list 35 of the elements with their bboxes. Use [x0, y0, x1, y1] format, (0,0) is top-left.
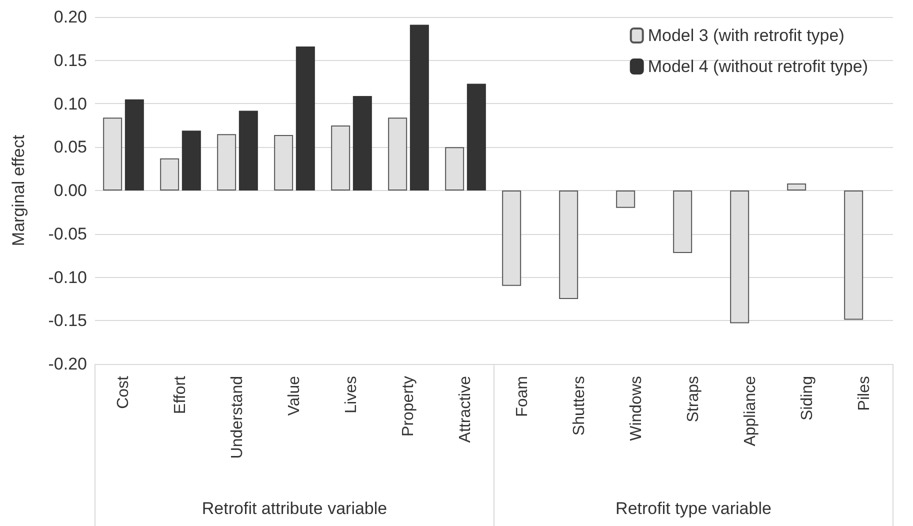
bar [466, 84, 486, 190]
x-tick-label: Understand [229, 376, 246, 459]
legend-label: Model 4 (without retrofit type) [648, 57, 868, 76]
x-tick-label: Shutters [571, 376, 588, 436]
bar [410, 24, 429, 190]
x-tick-label: Windows [628, 376, 645, 441]
y-tick-label: 0.00 [54, 181, 87, 200]
y-tick-label: -0.05 [48, 224, 87, 244]
x-tick-label: Attractive [457, 376, 474, 443]
x-tick-label: Lives [343, 376, 360, 414]
x-tick-label: Straps [685, 376, 702, 422]
x-tick-label: Piles [856, 376, 873, 411]
bar [182, 130, 201, 190]
x-tick-label: Value [286, 376, 303, 416]
legend-label: Model 3 (with retrofit type) [648, 26, 844, 45]
y-tick-label: 0.05 [54, 138, 87, 157]
bar [352, 96, 372, 190]
bar [124, 99, 144, 190]
y-tick-label: -0.10 [48, 268, 87, 287]
y-tick-label: 0.15 [54, 50, 87, 70]
y-tick-label: 0.10 [54, 94, 87, 114]
x-tick-label: Effort [172, 375, 189, 414]
y-axis-title: Marginal effect [9, 134, 28, 246]
text: Retrofit attribute variable [202, 499, 388, 518]
x-tick-label: Appliance [742, 376, 759, 446]
x-tick-label: Property [400, 376, 417, 436]
bar [296, 46, 315, 190]
x-tick-label: Foam [514, 376, 531, 417]
y-tick-label: -0.20 [48, 354, 87, 374]
bar [238, 110, 258, 190]
x-tick-label: Siding [799, 376, 816, 420]
y-tick-label: 0.20 [54, 8, 87, 26]
text: Retrofit type variable [616, 499, 772, 518]
x-tick-label: Cost [115, 375, 132, 409]
y-tick-label: -0.15 [48, 311, 87, 330]
